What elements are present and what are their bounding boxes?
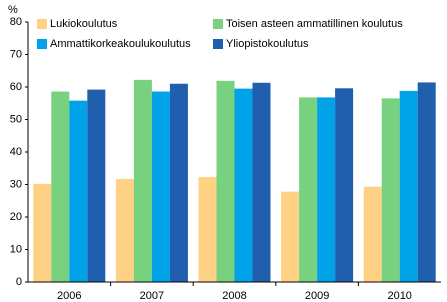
bar (234, 88, 253, 282)
bar (133, 79, 152, 282)
bar (51, 91, 70, 282)
bar (417, 82, 436, 282)
bar (381, 98, 400, 282)
x-tick-label: 2010 (387, 290, 411, 302)
legend-label: Yliopistokoulutus (226, 38, 309, 50)
bar (216, 80, 235, 282)
bar (252, 82, 271, 283)
y-tick-label: 60 (10, 81, 22, 93)
y-tick-label: 40 (10, 146, 22, 158)
bar (281, 191, 300, 282)
legend-swatch (37, 19, 47, 29)
y-tick-label: 0 (16, 276, 22, 288)
x-tick-label: 2009 (305, 290, 329, 302)
legend-swatch (37, 39, 47, 49)
bar (335, 88, 354, 282)
x-tick-label: 2008 (222, 290, 246, 302)
y-tick-label: 20 (10, 211, 22, 223)
bar (169, 83, 188, 282)
y-tick-label: 50 (10, 113, 22, 125)
y-tick-label: 80 (10, 16, 22, 28)
legend-swatch (213, 39, 223, 49)
x-tick-label: 2006 (57, 290, 81, 302)
bar (33, 183, 52, 282)
bar (299, 97, 318, 283)
bar (115, 178, 134, 282)
bar (317, 97, 336, 283)
bar (151, 91, 170, 282)
legend-label: Lukiokoulutus (50, 18, 118, 30)
bar (198, 177, 217, 282)
y-tick-label: 10 (10, 243, 22, 255)
legend-swatch (213, 19, 223, 29)
legend-label: Ammattikorkeakoulukoulutus (50, 38, 191, 50)
bar (69, 100, 88, 283)
legend-label: Toisen asteen ammatillinen koulutus (226, 18, 403, 30)
bar (399, 90, 418, 283)
x-tick-label: 2007 (140, 290, 164, 302)
y-axis-label: % (8, 4, 18, 16)
y-tick-label: 70 (10, 48, 22, 60)
bar (87, 89, 106, 282)
bar (363, 186, 382, 282)
y-tick-label: 30 (10, 178, 22, 190)
